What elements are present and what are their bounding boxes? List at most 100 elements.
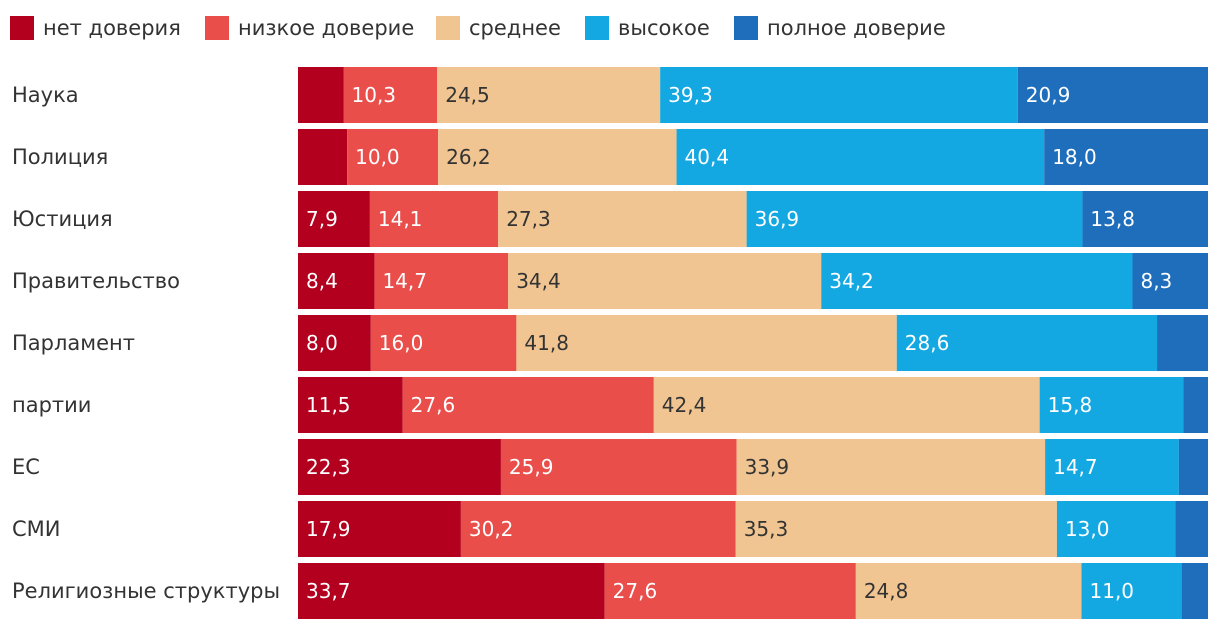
data-label: 39,3 — [668, 83, 713, 107]
data-label: 33,7 — [306, 579, 351, 603]
data-label: 17,9 — [306, 517, 351, 541]
data-label: 24,5 — [445, 83, 490, 107]
category-label: СМИ — [12, 517, 61, 541]
bar-segment-среднее — [735, 501, 1057, 557]
bar-segment-низкое-доверие — [370, 315, 517, 371]
data-label: 11,5 — [306, 393, 351, 417]
data-label: 15,8 — [1048, 393, 1093, 417]
bar-segment-низкое-доверие — [369, 191, 499, 247]
legend-label: полное доверие — [767, 16, 946, 40]
data-label: 27,6 — [613, 579, 658, 603]
data-label: 27,6 — [411, 393, 456, 417]
bar-segment-высокое — [1039, 377, 1184, 433]
bar-segment-нет-доверия — [298, 501, 461, 557]
data-label: 36,9 — [755, 207, 800, 231]
bar-segment-полное-доверие — [1044, 129, 1208, 185]
bar-row: 7,9 14,1 27,3 36,9 13,8 — [298, 191, 1208, 247]
legend-swatch — [205, 16, 229, 40]
bar-segment-высокое — [896, 315, 1158, 371]
data-label: 13,0 — [1065, 517, 1110, 541]
bar-segment-нет-доверия — [298, 315, 371, 371]
legend-swatch — [734, 16, 758, 40]
bar-segment-полное-доверие — [1175, 501, 1208, 557]
data-label: 40,4 — [685, 145, 730, 169]
data-label: 8,0 — [306, 331, 338, 355]
data-label: 8,3 — [1140, 269, 1172, 293]
data-label: 27,3 — [506, 207, 551, 231]
bar-segment-низкое-доверие — [500, 439, 737, 495]
bar-segment-полное-доверие — [1157, 315, 1208, 371]
data-label: 16,0 — [379, 331, 424, 355]
data-label: 10,0 — [355, 145, 400, 169]
legend-swatch — [10, 16, 34, 40]
data-label: 14,7 — [1053, 455, 1098, 479]
bar-row: 33,7 27,6 24,8 11,0 — [298, 563, 1208, 619]
bar-segment-среднее — [508, 253, 822, 309]
bar-segment-полное-доверие — [1082, 191, 1208, 247]
data-label: 18,0 — [1052, 145, 1097, 169]
data-label: 41,8 — [524, 331, 569, 355]
category-label: Наука — [12, 83, 79, 107]
bar-segment-нет-доверия — [298, 67, 344, 123]
bar-segment-полное-доверие — [1183, 377, 1208, 433]
legend-item-среднее: среднее — [436, 16, 561, 40]
legend-swatch — [436, 16, 460, 40]
category-label: Юстиция — [12, 207, 113, 231]
bar-segment-среднее — [437, 67, 661, 123]
category-label: Правительство — [12, 269, 180, 293]
bar-segment-среднее — [653, 377, 1040, 433]
data-label: 35,3 — [744, 517, 789, 541]
bar-segment-нет-доверия — [298, 563, 605, 619]
bar-segment-высокое — [660, 67, 1018, 123]
data-label: 28,6 — [905, 331, 950, 355]
legend-label: нет доверия — [43, 16, 181, 40]
data-label: 34,4 — [516, 269, 561, 293]
bar-segment-нет-доверия — [298, 129, 348, 185]
bar-row: 10,3 24,5 39,3 20,9 — [298, 67, 1208, 123]
legend-item-низкое-доверие: низкое доверие — [205, 16, 414, 40]
bar-segment-среднее — [438, 129, 677, 185]
bar-segment-высокое — [676, 129, 1045, 185]
data-label: 11,0 — [1090, 579, 1135, 603]
bar-segment-среднее — [855, 563, 1082, 619]
data-label: 33,9 — [745, 455, 790, 479]
bar-segment-высокое — [1056, 501, 1176, 557]
bar-segment-высокое — [821, 253, 1133, 309]
bar-row: 8,0 16,0 41,8 28,6 — [298, 315, 1208, 371]
bar-segment-полное-доверие — [1181, 563, 1208, 619]
bar-row: 17,9 30,2 35,3 13,0 — [298, 501, 1208, 557]
data-label: 20,9 — [1026, 83, 1071, 107]
bar-segment-среднее — [516, 315, 897, 371]
bar-segment-полное-доверие — [1017, 67, 1208, 123]
legend: нет доверия низкое доверие среднее высокое п… — [10, 16, 946, 40]
bar-segment-полное-доверие — [1132, 253, 1208, 309]
category-label: партии — [12, 393, 91, 417]
bar-segment-низкое-доверие — [604, 563, 856, 619]
bar-segment-нет-доверия — [298, 377, 403, 433]
legend-label: низкое доверие — [238, 16, 414, 40]
data-label: 14,1 — [378, 207, 423, 231]
legend-item-нет-доверия: нет доверия — [10, 16, 181, 40]
data-label: 42,4 — [662, 393, 707, 417]
category-label: Полиция — [12, 145, 108, 169]
bar-segment-низкое-доверие — [374, 253, 509, 309]
legend-item-полное-доверие: полное доверие — [734, 16, 946, 40]
bar-row: 22,3 25,9 33,9 14,7 — [298, 439, 1208, 495]
category-label: Парламент — [12, 331, 135, 355]
data-label: 7,9 — [306, 207, 338, 231]
data-label: 25,9 — [509, 455, 554, 479]
bar-segment-низкое-доверие — [347, 129, 439, 185]
bar-segment-среднее — [498, 191, 747, 247]
legend-label: высокое — [618, 16, 710, 40]
bar-row: 10,0 26,2 40,4 18,0 — [298, 129, 1208, 185]
category-label: ЕС — [12, 455, 40, 479]
bar-segment-высокое — [746, 191, 1083, 247]
data-label: 10,3 — [352, 83, 397, 107]
bar-segment-низкое-доверие — [460, 501, 736, 557]
bar-segment-высокое — [1081, 563, 1182, 619]
bar-row: 11,5 27,6 42,4 15,8 — [298, 377, 1208, 433]
bar-segment-низкое-доверие — [402, 377, 654, 433]
data-label: 34,2 — [829, 269, 874, 293]
bar-segment-среднее — [736, 439, 1046, 495]
